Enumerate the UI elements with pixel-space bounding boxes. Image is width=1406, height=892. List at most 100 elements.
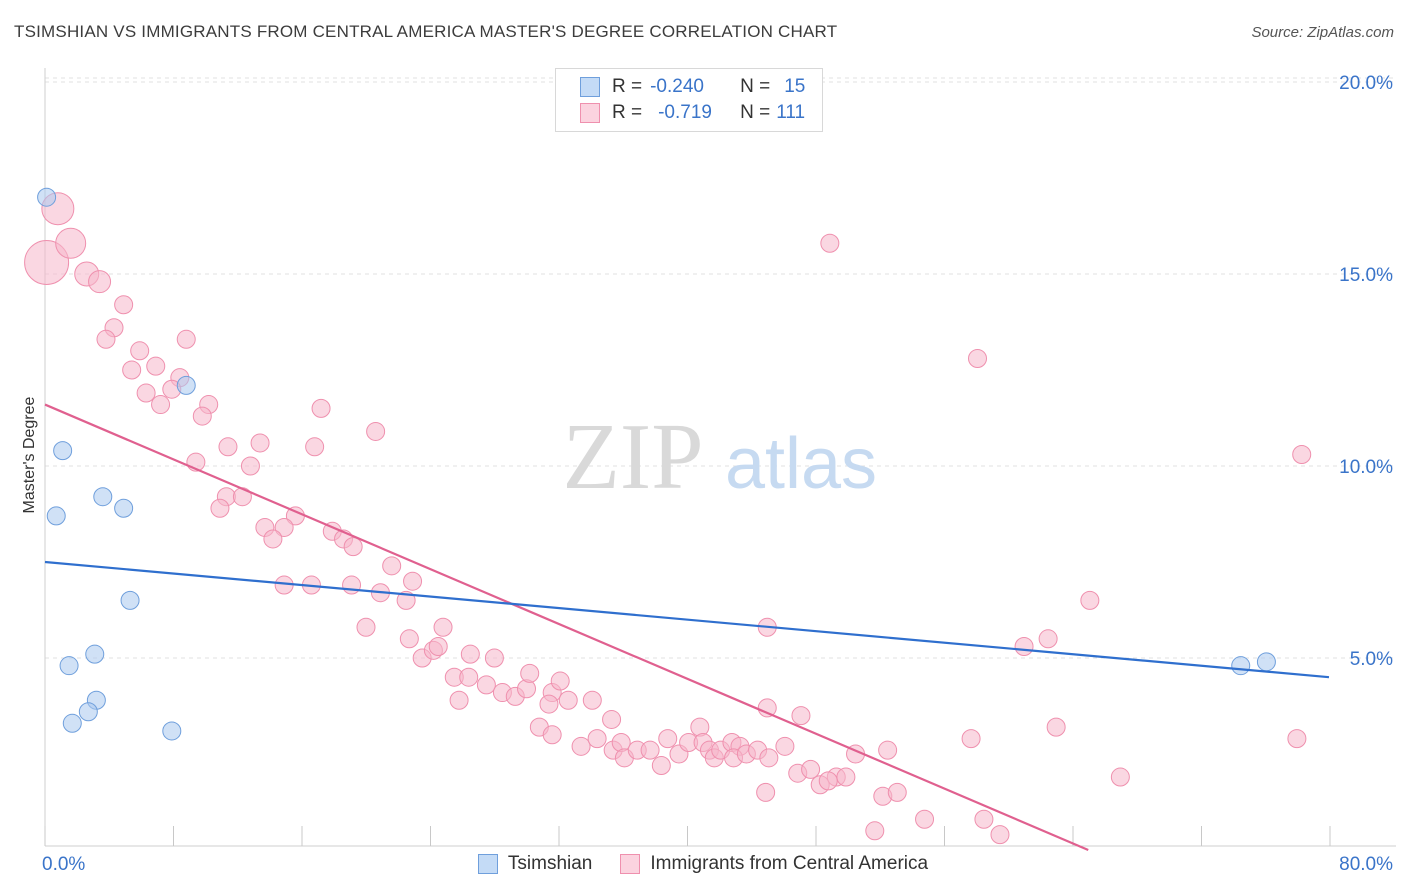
immigrants-point-65 xyxy=(542,725,562,745)
source-credit: Source: ZipAtlas.com xyxy=(1251,24,1394,41)
immigrants-point-21 xyxy=(250,433,270,453)
immigrants-point-72 xyxy=(640,740,660,760)
immigrants-point-46 xyxy=(433,617,453,637)
immigrants-point-43 xyxy=(399,629,419,649)
immigrants-point-34 xyxy=(343,537,363,557)
immigrants-point-24 xyxy=(240,456,260,476)
immigrants-point-35 xyxy=(382,556,402,576)
legend-row-tsimshian: R = -0.240 N = 15 xyxy=(580,74,805,100)
immigrants-point-112 xyxy=(961,729,981,749)
immigrants-point-14 xyxy=(136,383,156,403)
y-tick-label-3: 20.0% xyxy=(1339,73,1393,94)
immigrants-point-19 xyxy=(366,421,386,441)
tsimshian-point-3 xyxy=(46,506,66,526)
immigrants-point-94 xyxy=(836,767,856,787)
legend-swatch-tsimshian xyxy=(477,854,498,874)
immigrants-point-51 xyxy=(459,667,479,687)
immigrants-point-9 xyxy=(176,329,196,349)
x-tick-label-0: 0.0% xyxy=(42,854,85,875)
tsimshian-point-5 xyxy=(114,498,134,518)
legend-r-label: R = xyxy=(612,76,643,97)
immigrants-point-108 xyxy=(791,706,811,726)
immigrants-point-102 xyxy=(915,809,935,829)
grid-lines xyxy=(45,77,1396,659)
immigrants-point-105 xyxy=(820,233,840,253)
tsimshian-point-11 xyxy=(62,713,82,733)
legend-item-immigrants: Immigrants from Central America xyxy=(620,853,928,875)
immigrants-point-56 xyxy=(520,663,540,683)
immigrants-point-69 xyxy=(611,732,631,752)
tsimshian-point-14 xyxy=(1256,652,1276,672)
tsimshian-point-6 xyxy=(120,590,140,610)
immigrants-point-115 xyxy=(1292,444,1312,464)
tsimshian-points xyxy=(37,187,1276,741)
legend-label-tsimshian: Tsimshian xyxy=(507,853,593,874)
immigrants-point-62 xyxy=(582,690,602,710)
immigrants-point-55 xyxy=(517,679,536,699)
immigrants-point-91 xyxy=(801,759,821,779)
tsimshian-point-13 xyxy=(1231,656,1251,676)
watermark: ZIP atlas xyxy=(563,405,878,509)
x-tick-label-1: 80.0% xyxy=(1339,854,1393,875)
tsimshian-point-12 xyxy=(162,721,182,741)
legend-r-value: -0.240 xyxy=(650,76,704,97)
tsimshian-point-0 xyxy=(37,187,57,207)
y-tick-label-0: 5.0% xyxy=(1350,649,1393,670)
immigrants-point-30 xyxy=(274,517,294,537)
immigrants-point-38 xyxy=(342,575,362,595)
tick-labels: 5.0% 10.0% 15.0% 20.0% 0.0% 80.0% xyxy=(42,73,1393,875)
legend-n-value: 111 xyxy=(776,102,806,123)
immigrants-point-58 xyxy=(550,671,570,691)
immigrants-point-60 xyxy=(539,694,559,714)
immigrants-point-2 xyxy=(55,227,87,259)
immigrants-point-47 xyxy=(428,636,448,656)
immigrants-point-100 xyxy=(878,740,898,760)
legend-n-label: N = xyxy=(740,76,771,97)
y-axis-label: Master's Degree xyxy=(21,396,38,514)
immigrants-point-95 xyxy=(818,771,838,791)
immigrants-point-99 xyxy=(887,782,907,802)
immigrants-point-61 xyxy=(558,690,578,710)
immigrants-point-5 xyxy=(114,295,134,315)
immigrants-trend-line xyxy=(44,403,1089,852)
legend-swatch-immigrants xyxy=(620,854,641,874)
immigrants-point-109 xyxy=(1038,629,1058,649)
immigrants-point-87 xyxy=(759,748,779,768)
tsimshian-point-10 xyxy=(78,702,98,722)
legend-n-value: 15 xyxy=(784,76,806,97)
legend-row-immigrants: R = -0.719 N = 111 xyxy=(580,100,805,126)
immigrants-point-89 xyxy=(757,698,777,718)
immigrants-point-113 xyxy=(1080,590,1100,610)
immigrants-point-74 xyxy=(658,729,678,749)
immigrants-point-106 xyxy=(968,348,988,368)
immigrants-point-48 xyxy=(460,644,480,664)
legend-swatch-tsimshian xyxy=(580,77,600,97)
immigrants-point-101 xyxy=(865,821,885,841)
legend-r-label: R = xyxy=(612,102,643,123)
y-tick-label-2: 15.0% xyxy=(1339,265,1393,286)
immigrants-point-111 xyxy=(1046,717,1066,737)
immigrants-point-17 xyxy=(311,398,331,418)
immigrants-point-104 xyxy=(990,825,1010,845)
immigrants-point-97 xyxy=(756,782,776,802)
immigrants-point-49 xyxy=(484,648,504,668)
y-tick-label-1: 10.0% xyxy=(1339,457,1393,478)
tsimshian-point-8 xyxy=(85,644,105,664)
immigrants-point-32 xyxy=(263,529,283,549)
tsimshian-point-2 xyxy=(53,441,73,461)
immigrants-point-4 xyxy=(88,270,112,294)
immigrants-point-18 xyxy=(192,406,212,426)
immigrants-point-66 xyxy=(571,736,591,756)
tsimshian-point-4 xyxy=(93,487,113,507)
legend-label-immigrants: Immigrants from Central America xyxy=(650,853,929,874)
immigrants-point-67 xyxy=(587,729,607,749)
tsimshian-trend-line xyxy=(44,560,1330,679)
immigrants-point-59 xyxy=(449,690,469,710)
tsimshian-point-7 xyxy=(59,656,79,676)
correlation-legend: R = -0.240 N = 15 R = -0.719 N = 111 xyxy=(555,68,823,132)
immigrants-points xyxy=(24,192,1312,845)
legend-swatch-immigrants xyxy=(580,103,600,123)
immigrants-point-41 xyxy=(403,571,423,591)
immigrants-point-8 xyxy=(130,341,150,361)
